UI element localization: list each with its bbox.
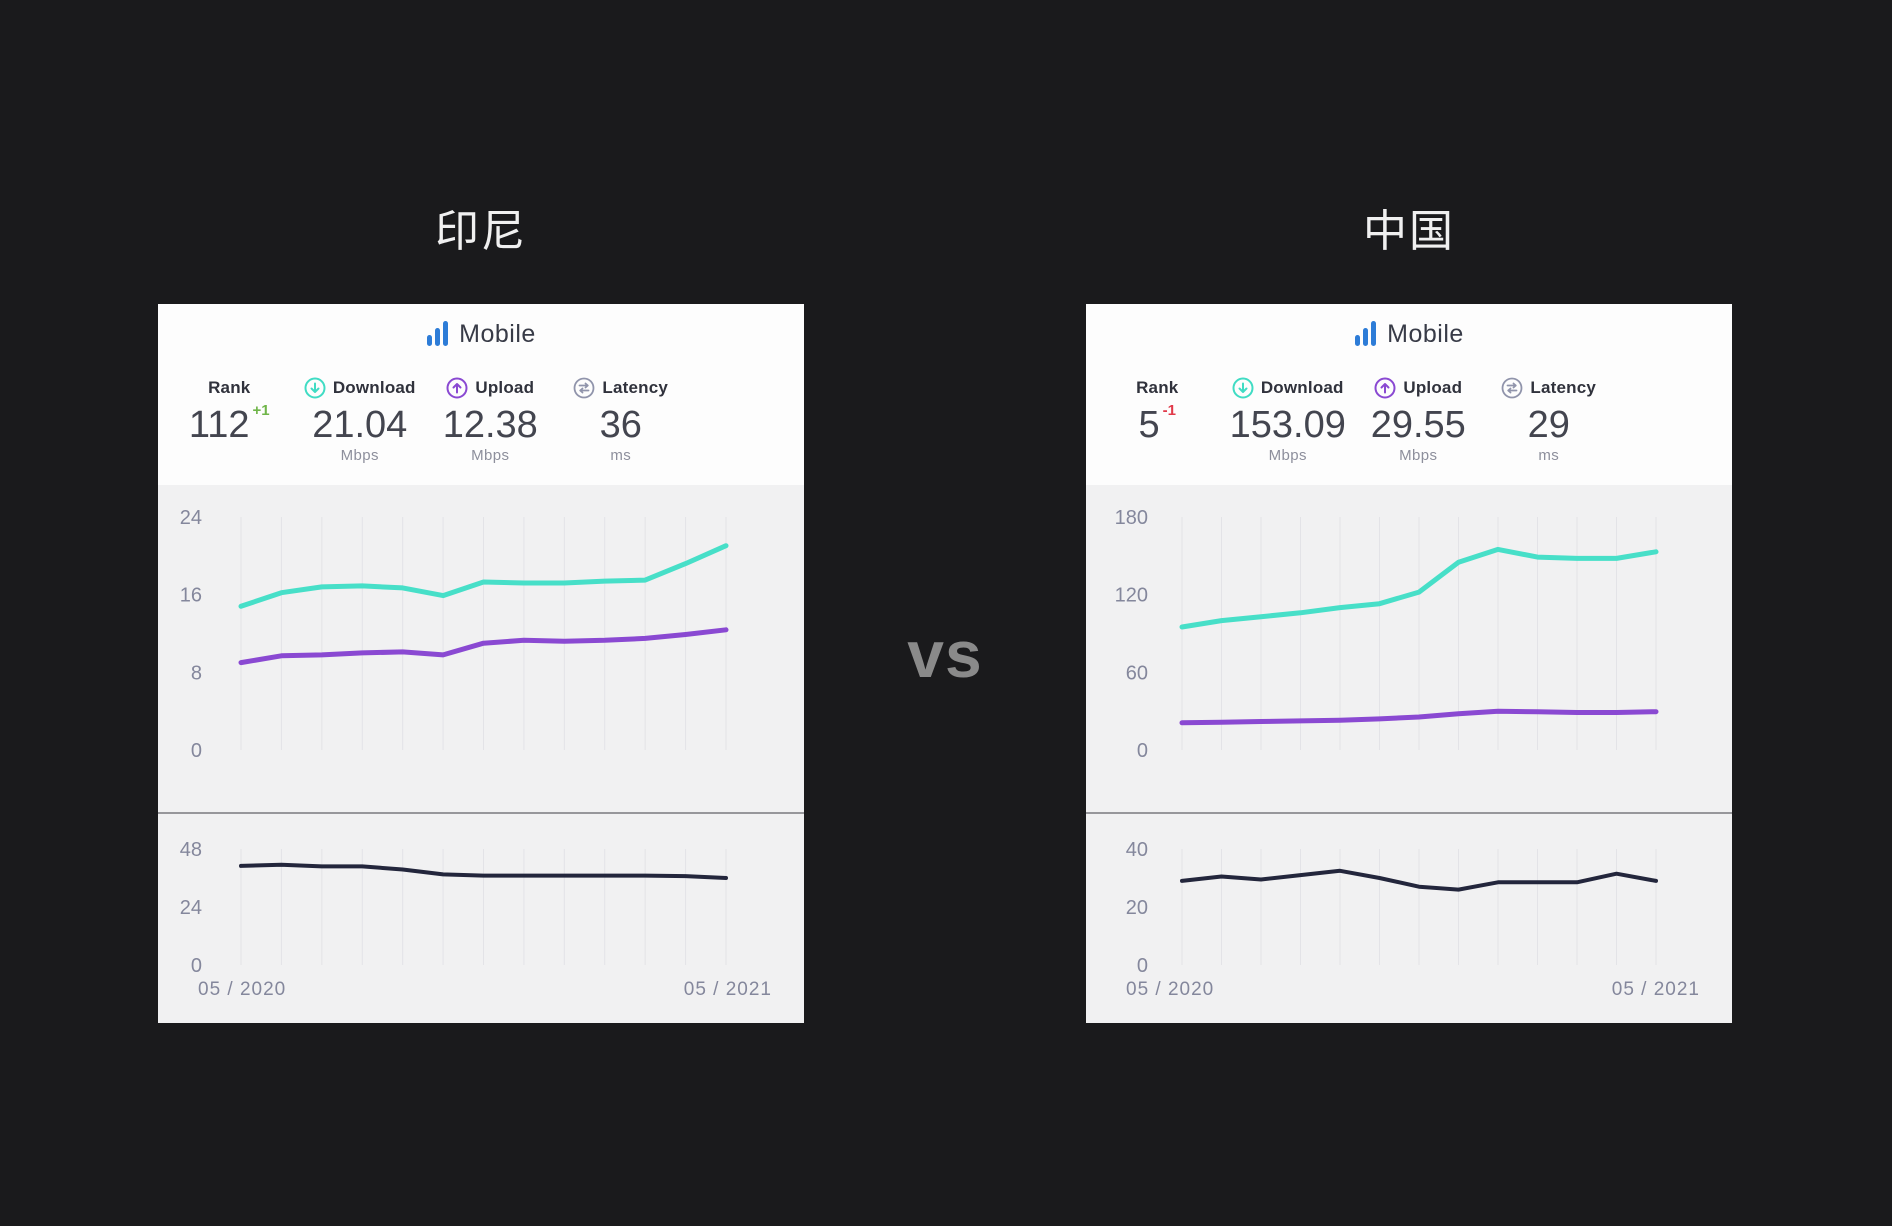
download-arrow-icon xyxy=(304,377,326,399)
y-axis-tick-label: 0 xyxy=(1137,955,1148,977)
y-axis-tick-label: 20 xyxy=(1126,897,1148,919)
left-country-title: 印尼 xyxy=(435,207,527,256)
download-line xyxy=(238,543,729,609)
rank-value: 5 xyxy=(1138,404,1160,446)
network-type-label: Mobile xyxy=(1387,319,1464,348)
card-header: Mobile Rank 5 -1 xyxy=(1086,304,1732,485)
latency-unit: ms xyxy=(1538,447,1560,464)
latency-history-chart: 0 24 48 05 / 2020 05 / 2021 xyxy=(180,839,772,1000)
latency-icon xyxy=(1501,377,1523,399)
y-axis-tick-label: 16 xyxy=(180,585,202,607)
latency-label: Latency xyxy=(1530,378,1597,397)
stats-row: Rank 112 +1 Download 21.04 M xyxy=(158,350,804,464)
upload-label: Upload xyxy=(475,378,535,397)
latency-value: 36 xyxy=(599,404,642,446)
y-axis-tick-label: 24 xyxy=(180,507,202,529)
upload-value: 29.55 xyxy=(1370,404,1466,446)
mobile-signal-bars-icon xyxy=(426,321,450,347)
download-unit: Mbps xyxy=(1268,447,1307,464)
rank-change-badge: -1 xyxy=(1162,402,1176,420)
network-type-label: Mobile xyxy=(459,319,536,348)
latency-line xyxy=(1180,868,1658,892)
x-axis-end-label: 05 / 2021 xyxy=(684,979,772,1000)
chart-divider xyxy=(158,812,804,814)
upload-line xyxy=(1179,708,1659,726)
upload-label: Upload xyxy=(1403,378,1463,397)
upload-line xyxy=(238,627,729,666)
download-value: 21.04 xyxy=(312,404,408,446)
latency-line xyxy=(239,862,728,880)
x-axis-end-label: 05 / 2021 xyxy=(1612,979,1700,1000)
y-axis-tick-label: 24 xyxy=(180,897,202,919)
network-type-row: Mobile xyxy=(158,318,804,350)
network-type-row: Mobile xyxy=(1086,318,1732,350)
card-header: Mobile Rank 112 +1 xyxy=(158,304,804,485)
y-axis-tick-label: 0 xyxy=(191,740,202,762)
rank-label: Rank xyxy=(1136,378,1179,397)
download-arrow-icon xyxy=(1232,377,1254,399)
download-unit: Mbps xyxy=(340,447,379,464)
upload-arrow-icon xyxy=(1374,377,1396,399)
y-axis-tick-label: 8 xyxy=(191,662,202,684)
latency-stat: Latency 36 ms xyxy=(556,376,687,464)
latency-unit: ms xyxy=(610,447,632,464)
y-axis-tick-label: 0 xyxy=(1137,740,1148,762)
upload-stat: Upload 29.55 Mbps xyxy=(1353,376,1484,464)
upload-stat: Upload 12.38 Mbps xyxy=(425,376,556,464)
x-axis-start-label: 05 / 2020 xyxy=(1126,979,1214,1000)
y-axis-tick-label: 0 xyxy=(191,955,202,977)
y-axis-tick-label: 180 xyxy=(1115,507,1148,529)
latency-value: 29 xyxy=(1527,404,1570,446)
y-axis-tick-label: 40 xyxy=(1126,839,1148,861)
latency-label: Latency xyxy=(602,378,669,397)
chart-divider xyxy=(1086,812,1732,814)
speedtest-card-indonesia: Mobile Rank 112 +1 xyxy=(158,304,804,1023)
latency-icon xyxy=(573,377,595,399)
latency-history-chart: 0 20 40 05 / 2020 05 / 2021 xyxy=(1126,839,1700,1000)
upload-unit: Mbps xyxy=(1399,447,1438,464)
stats-row: Rank 5 -1 Download 153.09 Mb xyxy=(1086,350,1732,464)
vs-label: vs xyxy=(907,616,983,691)
download-label: Download xyxy=(1260,378,1344,397)
download-upload-history-chart: 0 60 120 180 xyxy=(1115,507,1659,762)
upload-unit: Mbps xyxy=(471,447,510,464)
download-stat: Download 21.04 Mbps xyxy=(295,376,426,464)
y-axis-tick-label: 48 xyxy=(180,839,202,861)
rank-value: 112 xyxy=(188,404,250,446)
y-axis-tick-label: 120 xyxy=(1115,585,1148,607)
upload-value: 12.38 xyxy=(442,404,538,446)
download-value: 153.09 xyxy=(1229,404,1346,446)
rank-change-badge: +1 xyxy=(252,402,270,420)
download-label: Download xyxy=(332,378,416,397)
download-stat: Download 153.09 Mbps xyxy=(1223,376,1354,464)
download-upload-history-chart: 0 8 16 24 xyxy=(180,507,729,762)
speedtest-card-china: Mobile Rank 5 -1 xyxy=(1086,304,1732,1023)
right-country-title: 中国 xyxy=(1363,207,1455,256)
rank-stat: Rank 112 +1 xyxy=(164,376,295,464)
download-line xyxy=(1179,546,1659,630)
latency-stat: Latency 29 ms xyxy=(1484,376,1615,464)
y-axis-tick-label: 60 xyxy=(1126,662,1148,684)
x-axis-start-label: 05 / 2020 xyxy=(198,979,286,1000)
rank-label: Rank xyxy=(208,378,251,397)
upload-arrow-icon xyxy=(446,377,468,399)
mobile-signal-bars-icon xyxy=(1354,321,1378,347)
rank-stat: Rank 5 -1 xyxy=(1092,376,1223,464)
